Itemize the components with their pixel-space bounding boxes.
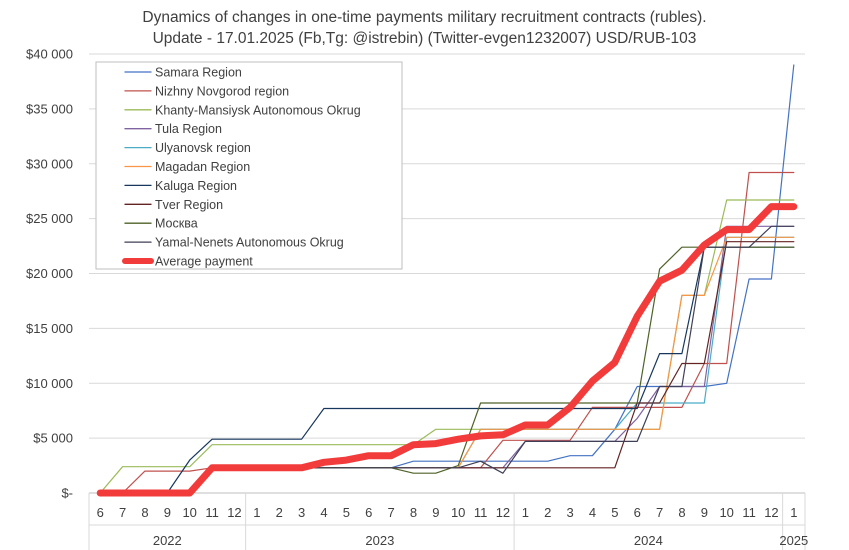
x-tick-label: 12	[764, 505, 778, 520]
y-tick-label: $30 000	[26, 156, 73, 171]
legend-label: Khanty-Mansiysk Autonomous Okrug	[155, 103, 361, 117]
y-tick-label: $15 000	[26, 321, 73, 336]
x-tick-label: 7	[119, 505, 126, 520]
x-tick-label: 1	[253, 505, 260, 520]
x-tick-label: 9	[701, 505, 708, 520]
y-tick-label: $-	[61, 486, 73, 501]
x-tick-label: 3	[298, 505, 305, 520]
legend-label: Yamal-Nenets Autonomous Okrug	[155, 236, 344, 250]
x-tick-label: 5	[343, 505, 350, 520]
chart-subtitle: Update - 17.01.2025 (Fb,Tg: @istrebin) (…	[152, 30, 697, 47]
legend-label: Ulyanovsk region	[155, 141, 251, 155]
legend-label: Average payment	[155, 255, 253, 269]
x-tick-label: 11	[474, 505, 488, 520]
legend-box	[95, 61, 403, 270]
legend-label: Tula Region	[155, 122, 222, 136]
x-tick-label: 3	[566, 505, 573, 520]
legend-label: Tver Region	[155, 198, 223, 212]
x-tick-label: 9	[432, 505, 439, 520]
year-label: 2024	[634, 533, 663, 548]
legend-label: Samara Region	[155, 66, 242, 80]
axes: $- $5 000 $10 000 $15 000 $20 000 $25 000 $30 …	[26, 47, 808, 550]
x-tick-label: 8	[410, 505, 417, 520]
x-tick-label: 6	[365, 505, 372, 520]
y-tick-label: $25 000	[26, 211, 73, 226]
x-tick-label: 4	[589, 505, 596, 520]
x-tick-label: 6	[97, 505, 104, 520]
x-tick-label: 10	[719, 505, 733, 520]
x-tick-label: 12	[227, 505, 241, 520]
year-label: 2025	[779, 533, 808, 548]
series-line-5	[99, 236, 795, 494]
x-tick-label: 1	[790, 505, 797, 520]
legend-label: Magadan Region	[155, 160, 250, 174]
series-line-8	[99, 241, 795, 494]
x-tick-label: 8	[141, 505, 148, 520]
y-tick-label: $5 000	[33, 431, 73, 446]
legend-label: Москва	[155, 217, 198, 231]
year-label: 2022	[153, 533, 182, 548]
x-tick-label: 1	[522, 505, 529, 520]
x-tick-label: 11	[205, 505, 219, 520]
x-tick-label: 10	[182, 505, 196, 520]
x-tick-label: 9	[164, 505, 171, 520]
y-tick-label: $35 000	[26, 101, 73, 116]
x-tick-label: 7	[387, 505, 394, 520]
legend-label: Nizhny Novgorod region	[155, 84, 289, 98]
series-line-9	[99, 246, 795, 494]
x-tick-label: 8	[678, 505, 685, 520]
x-tick-label: 7	[656, 505, 663, 520]
y-tick-label: $20 000	[26, 266, 73, 281]
series-layer	[96, 64, 798, 497]
x-tick-label: 2	[544, 505, 551, 520]
x-tick-label: 11	[742, 505, 756, 520]
x-tick-label: 12	[496, 505, 510, 520]
y-tick-label: $10 000	[26, 376, 73, 391]
x-tick-label: 2	[276, 505, 283, 520]
x-tick-label: 4	[320, 505, 327, 520]
year-label: 2023	[365, 533, 394, 548]
chart-title: Dynamics of changes in one-time payments…	[142, 9, 707, 26]
x-tick-label: 5	[611, 505, 618, 520]
x-tick-label: 6	[634, 505, 641, 520]
series-line-6	[99, 236, 795, 494]
x-tick-label: 10	[451, 505, 465, 520]
y-tick-label: $40 000	[26, 47, 73, 62]
legend-label: Kaluga Region	[155, 179, 237, 193]
legend: Samara Region Nizhny Novgorod region Khant…	[95, 61, 403, 270]
series-line-11	[96, 203, 798, 497]
series-line-7	[99, 246, 795, 494]
